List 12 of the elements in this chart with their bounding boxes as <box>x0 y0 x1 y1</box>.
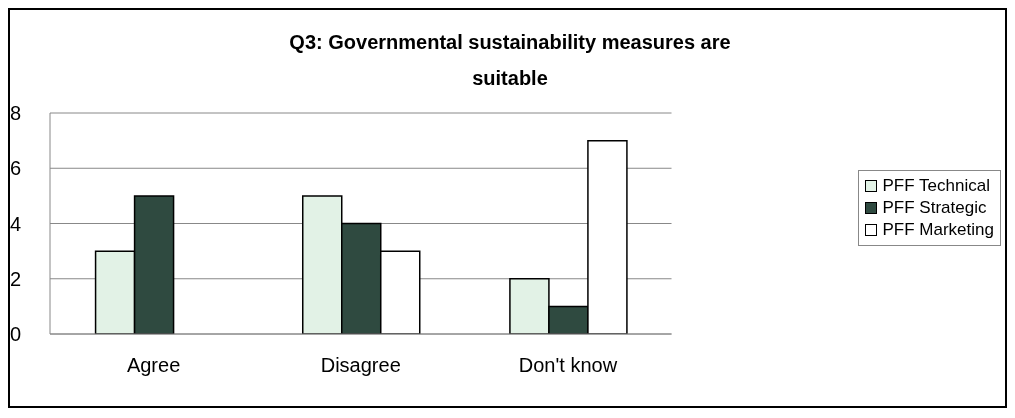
legend-label: PFF Strategic <box>882 197 987 219</box>
chart-title: Q3: Governmental sustainability measures are suitable <box>288 30 732 91</box>
y-tick-label: 0 <box>10 323 22 346</box>
y-tick-label: 4 <box>10 212 22 235</box>
legend-label: PFF Marketing <box>882 219 994 241</box>
x-tick-label: Agree <box>126 354 181 377</box>
x-tick-label: Don't know <box>518 354 618 377</box>
y-tick-label: 2 <box>10 267 22 290</box>
y-tick-label: 6 <box>10 157 22 180</box>
y-tick-label: 8 <box>10 102 22 125</box>
x-tick-label: Disagree <box>320 354 401 377</box>
legend-label: PFF Technical <box>882 175 990 197</box>
